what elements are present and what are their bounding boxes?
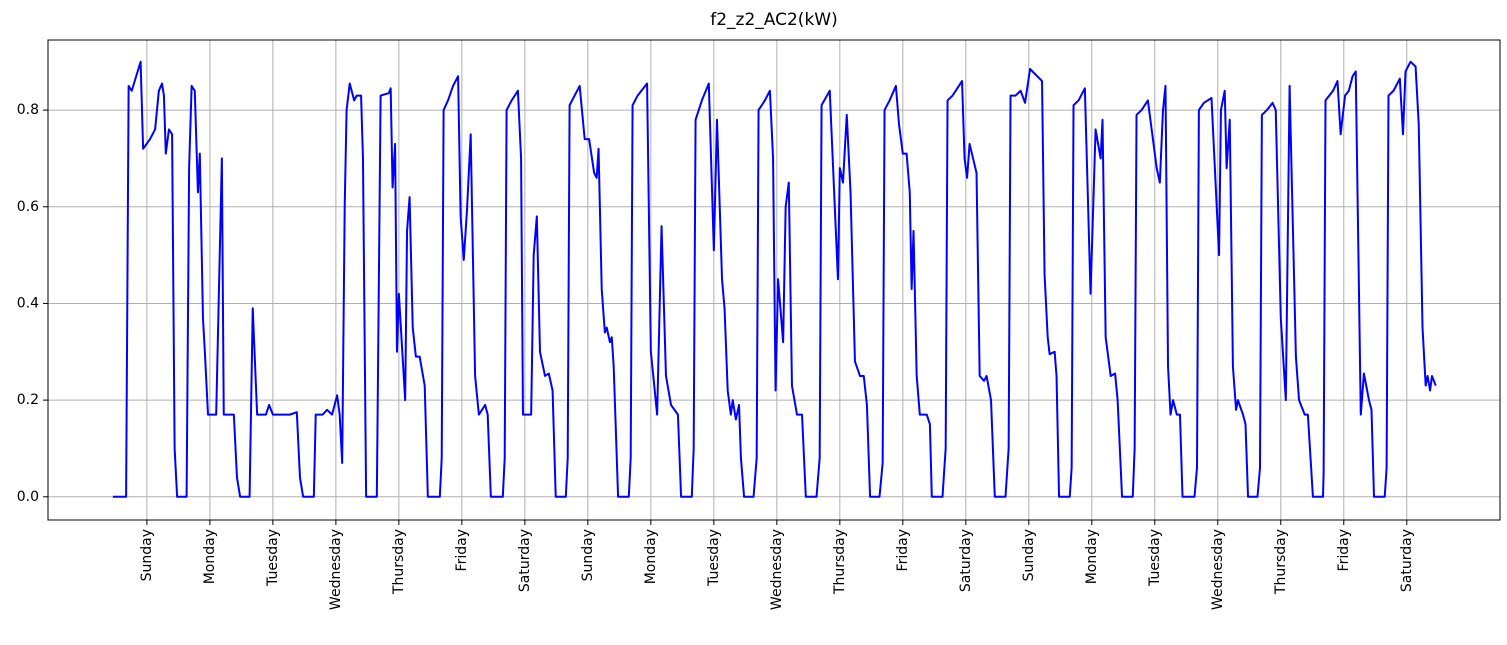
- x-tick-label: Wednesday: [769, 529, 785, 610]
- x-tick-label: Wednesday: [328, 529, 344, 610]
- x-tick-label: Thursday: [391, 529, 407, 595]
- x-tick-label: Friday: [895, 529, 911, 571]
- data-line: [112, 60, 1437, 498]
- y-tick-label: 0.4: [17, 295, 39, 311]
- x-tick-label: Friday: [454, 529, 470, 571]
- x-tick-label: Tuesday: [706, 529, 722, 587]
- y-tick-label: 0.2: [17, 392, 39, 408]
- x-tick-label: Monday: [643, 529, 659, 584]
- x-tick-label: Thursday: [832, 529, 848, 595]
- x-tick-label: Wednesday: [1210, 529, 1226, 610]
- plot-frame: [47, 39, 1501, 521]
- x-tick-label: Tuesday: [1147, 529, 1163, 587]
- x-tick-label: Sunday: [139, 529, 155, 581]
- y-tick-label: 0.8: [17, 102, 39, 118]
- x-tick-label: Monday: [1084, 529, 1100, 584]
- x-tick-label: Saturday: [517, 529, 533, 592]
- chart-title: f2_z2_AC2(kW): [710, 10, 837, 30]
- x-tick-label: Saturday: [958, 529, 974, 592]
- x-tick-label: Sunday: [1021, 529, 1037, 581]
- x-tick-label: Saturday: [1399, 529, 1415, 592]
- x-tick-label: Friday: [1336, 529, 1352, 571]
- x-tick-label: Monday: [202, 529, 218, 584]
- x-tick-label: Tuesday: [265, 529, 281, 587]
- x-tick-label: Thursday: [1273, 529, 1289, 595]
- x-tick-label: Sunday: [580, 529, 596, 581]
- y-tick-label: 0.6: [17, 199, 39, 215]
- y-tick-label: 0.0: [17, 489, 39, 505]
